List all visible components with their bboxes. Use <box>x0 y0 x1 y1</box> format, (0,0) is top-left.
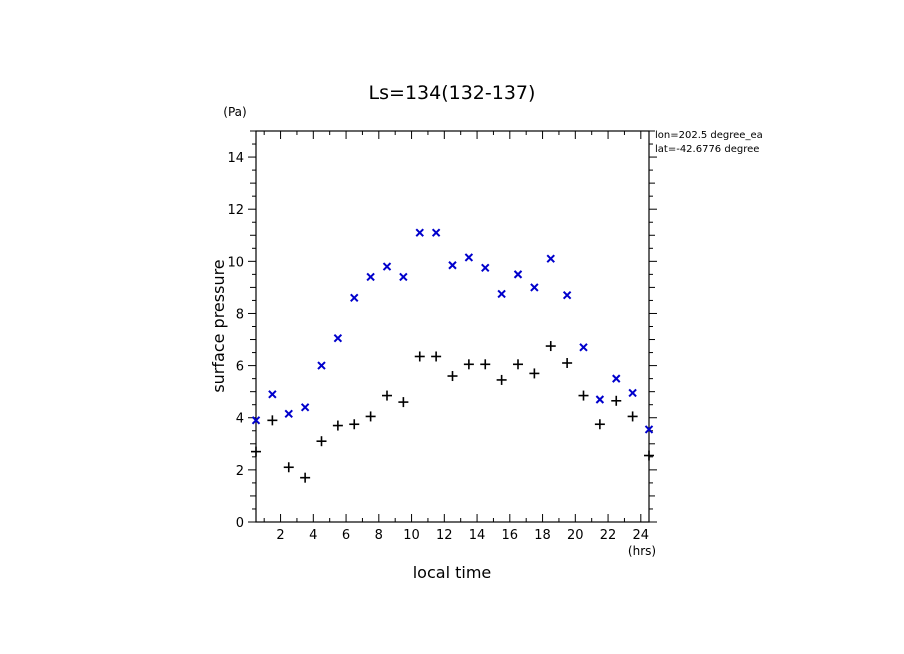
plus-marker-point <box>398 397 409 408</box>
x-marker-point <box>333 334 343 343</box>
plus-marker-point <box>300 472 311 483</box>
x-axis-label: local time <box>413 563 492 582</box>
x-marker-point <box>300 403 310 412</box>
x-tick-label: 2 <box>276 528 284 543</box>
y-tick-label: 12 <box>227 203 244 218</box>
x-tick-label: 10 <box>403 528 420 543</box>
x-unit-label: (hrs) <box>628 544 656 558</box>
y-tick-label: 14 <box>227 151 244 166</box>
x-tick-label: 12 <box>436 528 453 543</box>
plus-marker-point <box>251 446 261 457</box>
plus-marker-point <box>480 359 491 370</box>
plus-marker-point <box>463 359 474 370</box>
plus-marker-point <box>283 462 294 473</box>
x-marker-point <box>513 270 523 279</box>
x-tick-label: 24 <box>633 528 650 543</box>
plus-marker-point <box>529 368 540 379</box>
data-points <box>251 228 654 483</box>
chart-title: Ls=134(132-137) <box>369 82 536 104</box>
x-marker-point <box>448 261 457 270</box>
plus-marker-point <box>496 374 507 385</box>
y-tick-label: 4 <box>236 412 244 427</box>
plus-marker-point <box>349 419 360 430</box>
x-marker-point <box>431 228 441 237</box>
x-tick-label: 22 <box>600 528 617 543</box>
x-marker-point <box>268 390 277 399</box>
plus-marker-point <box>611 395 622 406</box>
y-tick-label: 8 <box>236 307 244 322</box>
latitude-annotation: lat=-42.6776 degree <box>655 144 759 155</box>
y-tick-label: 10 <box>227 255 244 270</box>
plus-marker-point <box>414 351 425 362</box>
plot-frame <box>255 130 650 523</box>
x-tick-label: 14 <box>469 528 486 543</box>
x-marker-point <box>415 228 424 237</box>
x-marker-point <box>546 254 555 263</box>
plus-marker-point <box>365 411 376 422</box>
y-tick-label: 2 <box>236 464 244 479</box>
x-marker-point <box>497 289 506 299</box>
x-marker-point <box>481 263 490 273</box>
x-marker-point <box>628 388 637 398</box>
x-marker-point <box>464 253 474 262</box>
plus-marker-point <box>545 341 556 352</box>
plus-marker-point <box>627 411 638 422</box>
y-unit-label: (Pa) <box>223 105 246 119</box>
x-tick-label: 6 <box>342 528 350 543</box>
x-tick-label: 18 <box>534 528 551 543</box>
x-tick-label: 8 <box>375 528 383 543</box>
plus-marker-point <box>594 419 605 430</box>
x-marker-point <box>382 262 392 271</box>
plus-marker-point <box>578 390 589 401</box>
x-marker-point <box>366 272 375 282</box>
plus-marker-point <box>644 450 654 461</box>
plus-marker-point <box>382 390 392 401</box>
plus-marker-point <box>513 359 523 370</box>
x-marker-point <box>595 395 605 404</box>
plus-marker-point <box>447 371 458 382</box>
plus-marker-point <box>316 436 327 447</box>
x-marker-point <box>530 283 539 292</box>
x-marker-point <box>251 416 261 425</box>
longitude-annotation: lon=202.5 degree_ea <box>655 130 763 141</box>
y-axis-label: surface pressure <box>209 259 228 392</box>
plus-marker-point <box>562 357 573 368</box>
y-tick-label: 0 <box>236 516 244 531</box>
plus-marker-point <box>431 351 442 362</box>
x-marker-point <box>284 409 293 419</box>
x-tick-label: 20 <box>567 528 584 543</box>
x-marker-point <box>350 293 359 303</box>
x-tick-label: 4 <box>309 528 317 543</box>
plus-marker-point <box>332 420 343 431</box>
x-marker-point <box>317 361 326 370</box>
y-tick-label: 6 <box>236 360 244 375</box>
x-tick-label: 16 <box>502 528 519 543</box>
x-marker-point <box>579 343 588 352</box>
x-marker-point <box>612 374 621 383</box>
x-marker-point <box>399 272 408 282</box>
x-marker-point <box>644 425 654 434</box>
x-marker-point <box>562 291 572 300</box>
plus-marker-point <box>267 415 278 426</box>
